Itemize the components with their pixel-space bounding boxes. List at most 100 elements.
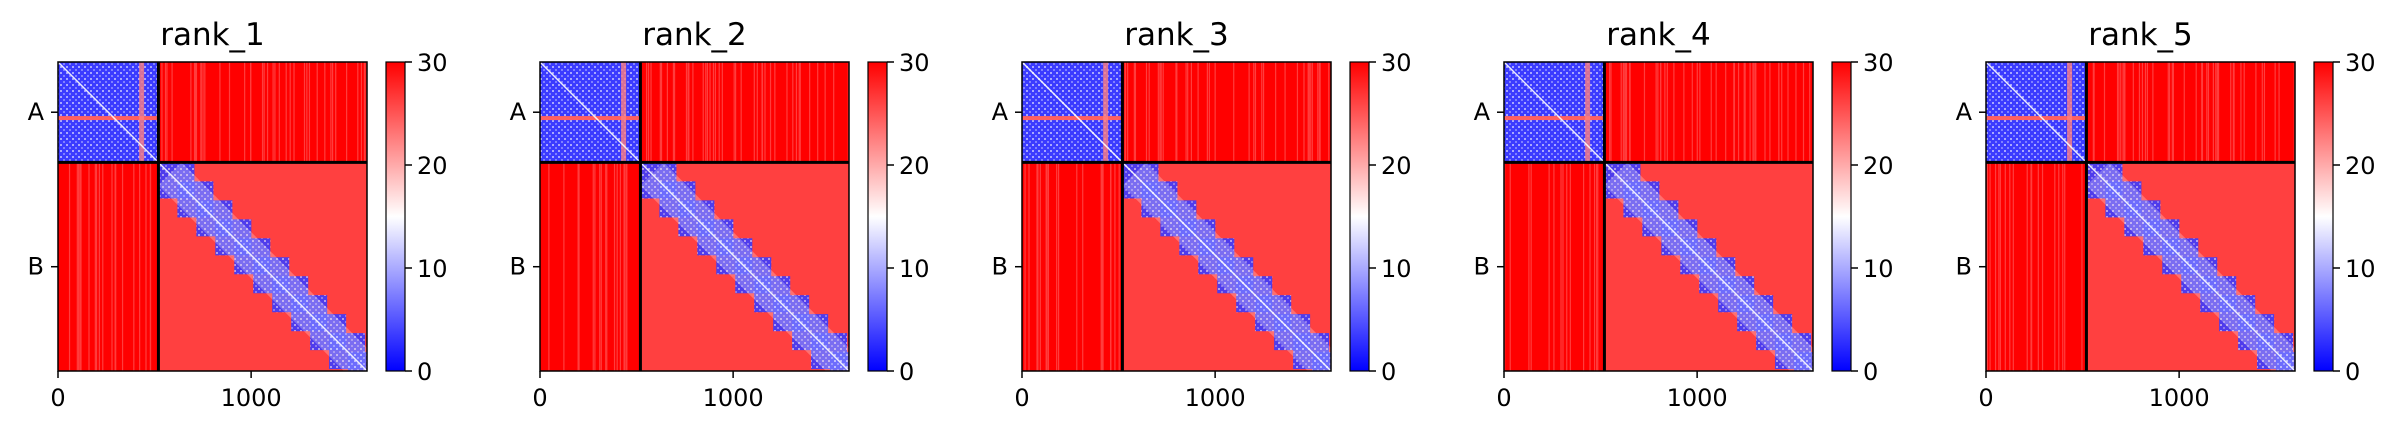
- texture-stripe: [1560, 62, 1562, 371]
- texture-stripe: [1998, 62, 2000, 371]
- y-tick-label: A: [992, 98, 1009, 126]
- texture-stripe: [592, 62, 594, 371]
- heatmap-frame: [1021, 61, 1332, 372]
- texture-stripe: [1999, 62, 2002, 371]
- texture-stripe: [80, 62, 82, 371]
- diagonal-line: [57, 61, 368, 372]
- colorbar: [385, 61, 406, 372]
- chain-a-band: [1504, 116, 1605, 121]
- texture-stripe: [1118, 62, 1120, 371]
- colorbar-tick-label: 0: [417, 358, 432, 386]
- texture-stripe: [605, 62, 607, 371]
- chain-a-band: [1103, 62, 1109, 163]
- x-tick-label: 0: [1496, 384, 1511, 412]
- texture-stripe: [79, 62, 81, 371]
- texture-stripe: [88, 62, 90, 371]
- y-tick-label: A: [510, 98, 527, 126]
- y-tick-label: A: [1474, 98, 1491, 126]
- texture-stripe: [1109, 62, 1112, 371]
- texture-stripe: [1553, 62, 1555, 371]
- texture-stripe: [2030, 62, 2032, 371]
- texture-stripe: [578, 62, 580, 371]
- texture-stripe: [1100, 62, 1102, 371]
- colorbar-tick-label: 0: [1863, 358, 1878, 386]
- y-tick-label: B: [510, 253, 526, 281]
- texture-stripe: [1596, 62, 1598, 371]
- texture-stripe: [2037, 62, 2039, 371]
- colorbar-tick-label: 30: [2345, 49, 2376, 77]
- texture-stripe: [1994, 62, 1997, 371]
- texture-stripe: [145, 62, 147, 371]
- texture-stripe: [594, 62, 596, 371]
- diagonal-line: [1021, 61, 1332, 372]
- colorbar-tick-label: 0: [899, 358, 914, 386]
- x-tick-label: 1000: [221, 384, 282, 412]
- colorbar-tick-label: 30: [1381, 49, 1412, 77]
- colorbar-tick-label: 20: [899, 152, 930, 180]
- x-tick-label: 0: [50, 384, 65, 412]
- texture-stripe: [1566, 62, 1568, 371]
- texture-stripe: [111, 62, 113, 371]
- colorbar-tick-label: 30: [1863, 49, 1894, 77]
- texture-stripe: [616, 62, 618, 371]
- texture-stripe: [1102, 62, 1104, 371]
- texture-stripe: [2081, 62, 2083, 371]
- texture-stripe: [1597, 62, 1599, 371]
- texture-stripe: [1028, 62, 1030, 371]
- texture-stripe: [1589, 62, 1591, 371]
- texture-stripe: [599, 62, 601, 371]
- texture-stripe: [623, 62, 625, 371]
- texture-stripe: [2058, 62, 2060, 371]
- chain-a-band: [621, 62, 627, 163]
- colorbar: [1831, 61, 1852, 372]
- panel-title: rank_5: [2088, 17, 2193, 53]
- chain-a-band: [1585, 62, 1591, 163]
- chain-a-band: [540, 116, 641, 121]
- texture-stripe: [115, 62, 117, 371]
- colorbar: [2313, 61, 2334, 372]
- colorbar-tick-label: 10: [899, 255, 930, 283]
- x-tick-label: 1000: [1185, 384, 1246, 412]
- colorbar: [867, 61, 888, 372]
- y-tick-label: B: [1474, 253, 1490, 281]
- texture-stripe: [1562, 62, 1564, 371]
- panel-2: rank_2 A B 0 1000 0 10 20 30: [510, 17, 930, 412]
- colorbar-tick-label: 30: [899, 49, 930, 77]
- texture-stripe: [1076, 62, 1078, 371]
- texture-stripe: [626, 62, 628, 371]
- colorbar-tick-label: 0: [2345, 358, 2360, 386]
- colorbar-tick-label: 10: [2345, 255, 2376, 283]
- heatmap-frame: [539, 61, 850, 372]
- panel-title: rank_4: [1606, 17, 1711, 53]
- texture-stripe: [77, 62, 80, 371]
- chain-a-band: [58, 116, 159, 121]
- texture-stripe: [68, 62, 71, 371]
- y-tick-label: A: [1956, 98, 1973, 126]
- texture-stripe: [1528, 62, 1530, 371]
- colorbar-tick-label: 20: [417, 152, 448, 180]
- texture-stripe: [2041, 62, 2044, 371]
- texture-stripe: [1569, 62, 1571, 371]
- colorbar-tick-label: 20: [2345, 152, 2376, 180]
- heatmap-frame: [57, 61, 368, 372]
- texture-stripe: [619, 62, 621, 371]
- texture-stripe: [149, 62, 151, 371]
- texture-stripe: [102, 62, 104, 371]
- panel-1: rank_1 A B 0 1000 0 10 20 30: [28, 17, 448, 412]
- texture-stripe: [1101, 62, 1103, 371]
- x-tick-label: 1000: [1667, 384, 1728, 412]
- texture-stripe: [114, 62, 116, 371]
- texture-stripe: [94, 62, 96, 371]
- texture-stripe: [133, 62, 135, 371]
- chain-a-band: [1986, 116, 2087, 121]
- texture-stripe: [2062, 62, 2064, 371]
- colorbar-tick-label: 20: [1381, 152, 1412, 180]
- texture-stripe: [1986, 62, 1989, 371]
- colorbar-tick-label: 0: [1381, 358, 1396, 386]
- texture-stripe: [1024, 62, 1026, 371]
- texture-stripe: [1110, 62, 1112, 371]
- texture-stripe: [563, 62, 565, 371]
- panel-title: rank_1: [160, 17, 265, 53]
- heatmap-frame: [1503, 61, 1814, 372]
